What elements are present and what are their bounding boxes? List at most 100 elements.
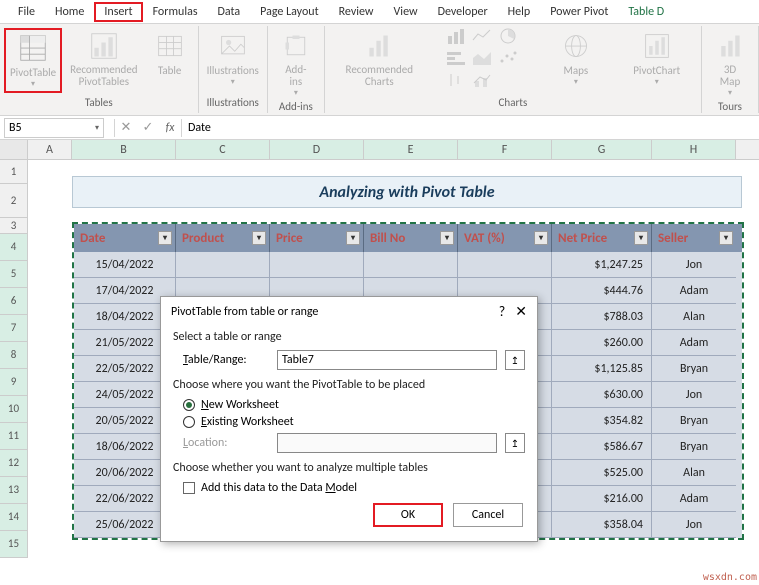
dialog-titlebar[interactable]: PivotTable from table or range ? ✕	[161, 297, 537, 326]
maps-button[interactable]: Maps ▾	[552, 28, 600, 89]
cell-netprice[interactable]: $354.82	[552, 408, 652, 434]
tab-file[interactable]: File	[8, 2, 45, 22]
location-input[interactable]	[277, 433, 497, 453]
tab-pagelayout[interactable]: Page Layout	[250, 2, 328, 22]
chart-stock-icon[interactable]	[446, 72, 470, 92]
cell-netprice[interactable]: $1,125.85	[552, 356, 652, 382]
recpivot-button[interactable]: Recommended PivotTables	[66, 28, 141, 90]
row-header[interactable]: 12	[0, 450, 28, 477]
cancel-button[interactable]: Cancel	[453, 503, 523, 527]
row-header[interactable]: 13	[0, 477, 28, 504]
col-billno[interactable]: Bill No▾	[364, 224, 458, 252]
filter-dropdown-icon[interactable]: ▾	[634, 231, 648, 245]
row-header[interactable]: 3	[0, 218, 28, 234]
3dmap-button[interactable]: 3D Map ▾	[706, 28, 754, 100]
range-selector-icon[interactable]: ↥	[505, 433, 525, 453]
tab-developer[interactable]: Developer	[428, 2, 498, 22]
cell-seller[interactable]: Alan	[652, 460, 736, 486]
fx-icon[interactable]: fx	[159, 121, 181, 135]
row-header[interactable]: 9	[0, 369, 28, 396]
checkbox-datamodel[interactable]: Add this data to the Data Model	[183, 481, 525, 495]
cell-product[interactable]	[176, 252, 270, 278]
cell-seller[interactable]: Jon	[652, 512, 736, 538]
col-header-e[interactable]: E	[364, 140, 458, 159]
cell-seller[interactable]: Adam	[652, 486, 736, 512]
cell-seller[interactable]: Adam	[652, 278, 736, 304]
col-product[interactable]: Product▾	[176, 224, 270, 252]
ok-button[interactable]: OK	[373, 503, 443, 527]
chart-line-icon[interactable]	[472, 28, 496, 48]
row-header[interactable]: 7	[0, 315, 28, 342]
cell-netprice[interactable]: $586.67	[552, 434, 652, 460]
row-header[interactable]: 1	[0, 160, 28, 184]
cell-netprice[interactable]: $260.00	[552, 330, 652, 356]
cancel-formula-icon[interactable]: ✕	[115, 120, 137, 135]
tab-review[interactable]: Review	[329, 2, 384, 22]
col-header-d[interactable]: D	[270, 140, 364, 159]
cell-seller[interactable]: Alan	[652, 304, 736, 330]
chart-col-icon[interactable]	[446, 28, 470, 48]
filter-dropdown-icon[interactable]: ▾	[440, 231, 454, 245]
row-header[interactable]: 4	[0, 234, 28, 261]
tab-formulas[interactable]: Formulas	[143, 2, 208, 22]
cell-netprice[interactable]: $1,247.25	[552, 252, 652, 278]
cell-vat[interactable]	[458, 252, 552, 278]
radio-existing-worksheet[interactable]: Existing Worksheet	[183, 415, 525, 429]
filter-dropdown-icon[interactable]: ▾	[252, 231, 266, 245]
cell-seller[interactable]: Bryan	[652, 356, 736, 382]
tab-powerpivot[interactable]: Power Pivot	[540, 2, 618, 22]
pivottable-button[interactable]: PivotTable ▾	[4, 28, 62, 93]
table-row[interactable]: 15/04/2022$1,247.25Jon	[74, 252, 742, 278]
col-price[interactable]: Price▾	[270, 224, 364, 252]
col-seller[interactable]: Seller▾	[652, 224, 736, 252]
addins-button[interactable]: Add- ins ▾	[272, 28, 320, 100]
col-header-h[interactable]: H	[652, 140, 736, 159]
filter-dropdown-icon[interactable]: ▾	[346, 231, 360, 245]
range-selector-icon[interactable]: ↥	[505, 350, 525, 370]
select-all-corner[interactable]	[0, 140, 28, 159]
row-header[interactable]: 5	[0, 261, 28, 288]
enter-formula-icon[interactable]: ✓	[137, 120, 159, 135]
radio-new-worksheet[interactable]: New Worksheet	[183, 398, 525, 412]
chart-type-buttons[interactable]	[446, 28, 522, 92]
col-netprice[interactable]: Net Price▾	[552, 224, 652, 252]
row-header[interactable]: 14	[0, 504, 28, 531]
row-header[interactable]: 8	[0, 342, 28, 369]
cell-netprice[interactable]: $630.00	[552, 382, 652, 408]
cell-seller[interactable]: Jon	[652, 382, 736, 408]
tab-insert[interactable]: Insert	[94, 2, 142, 22]
cell-netprice[interactable]: $788.03	[552, 304, 652, 330]
tab-home[interactable]: Home	[45, 2, 94, 22]
tab-help[interactable]: Help	[498, 2, 541, 22]
table-button[interactable]: Table	[146, 28, 194, 79]
chart-pie-icon[interactable]	[498, 28, 522, 48]
help-icon[interactable]: ?	[499, 303, 506, 320]
filter-dropdown-icon[interactable]: ▾	[534, 231, 548, 245]
chart-bar-icon[interactable]	[446, 50, 470, 70]
formula-input[interactable]: Date	[182, 120, 759, 136]
pivotchart-button[interactable]: PivotChart ▾	[629, 28, 684, 89]
cell-billno[interactable]	[364, 252, 458, 278]
tab-data[interactable]: Data	[208, 2, 251, 22]
chart-area-icon[interactable]	[472, 50, 496, 70]
row-header[interactable]: 15	[0, 531, 28, 558]
row-header[interactable]: 6	[0, 288, 28, 315]
row-header[interactable]: 10	[0, 396, 28, 423]
chart-combo-icon[interactable]	[472, 72, 496, 92]
tab-view[interactable]: View	[384, 2, 428, 22]
cell-netprice[interactable]: $216.00	[552, 486, 652, 512]
name-box[interactable]: B5 ▾	[4, 118, 104, 138]
close-icon[interactable]: ✕	[515, 303, 527, 320]
cell-seller[interactable]: Adam	[652, 330, 736, 356]
cell-netprice[interactable]: $358.04	[552, 512, 652, 538]
row-header[interactable]: 11	[0, 423, 28, 450]
col-header-f[interactable]: F	[458, 140, 552, 159]
reccharts-button[interactable]: Recommended Charts	[342, 28, 417, 90]
chevron-down-icon[interactable]: ▾	[95, 123, 99, 133]
filter-dropdown-icon[interactable]: ▾	[719, 231, 733, 245]
cell-seller[interactable]: Bryan	[652, 408, 736, 434]
cell-netprice[interactable]: $444.76	[552, 278, 652, 304]
col-vat[interactable]: VAT (%)▾	[458, 224, 552, 252]
col-date[interactable]: Date▾	[74, 224, 176, 252]
col-header-a[interactable]: A	[28, 140, 72, 159]
